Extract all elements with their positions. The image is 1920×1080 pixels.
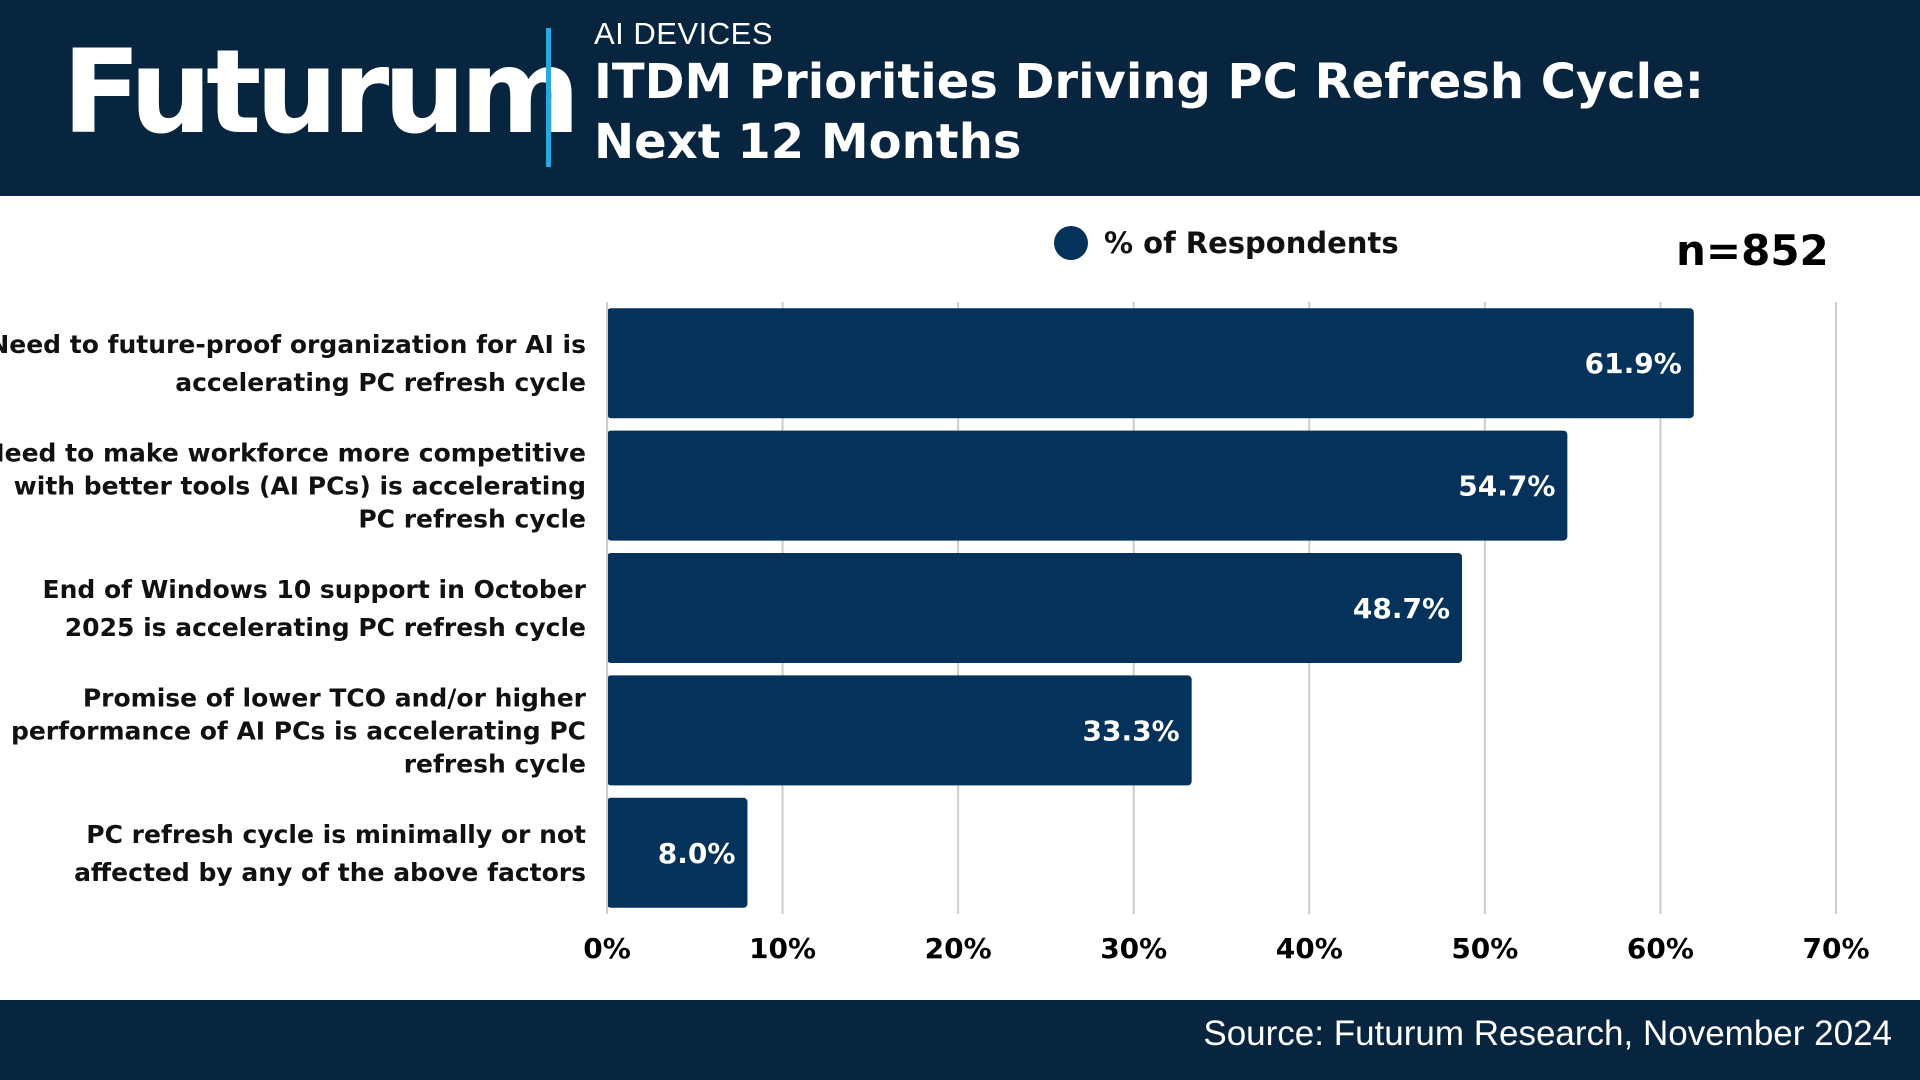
chart-title: ITDM Priorities Driving PC Refresh Cycle… — [594, 52, 1794, 172]
chart-title-line-1: ITDM Priorities Driving PC Refresh Cycle… — [594, 54, 1704, 110]
bar-value-label: 54.7% — [1458, 470, 1555, 503]
bar-value-label: 61.9% — [1585, 347, 1682, 380]
header-divider — [546, 28, 551, 167]
legend-label: % of Respondents — [1104, 226, 1399, 260]
bar — [607, 430, 1568, 541]
x-tick-label: 10% — [749, 932, 816, 965]
bar — [607, 675, 1192, 786]
x-tick-label: 20% — [925, 932, 992, 965]
section-eyebrow: AI DEVICES — [594, 16, 773, 51]
category-label: Promise of lower TCO and/or higher — [83, 683, 587, 712]
x-tick-label: 70% — [1802, 932, 1869, 965]
bar — [607, 553, 1463, 663]
header-banner: Futurum AI DEVICES ITDM Priorities Drivi… — [0, 0, 1920, 196]
futurum-logo: Futurum — [62, 25, 581, 160]
category-label: Need to make workforce more competitive — [0, 439, 586, 468]
footer-banner: Source: Futurum Research, November 2024 — [0, 1000, 1920, 1080]
bar — [607, 797, 748, 908]
category-label: with better tools (AI PCs) is accelerati… — [14, 472, 586, 501]
chart-title-line-2: Next 12 Months — [594, 114, 1022, 170]
category-label: PC refresh cycle is minimally or not — [86, 820, 586, 849]
category-label: Need to future-proof organization for AI… — [0, 330, 586, 359]
bar-value-label: 33.3% — [1083, 714, 1180, 747]
x-tick-label: 30% — [1100, 932, 1167, 965]
category-label: affected by any of the above factors — [74, 858, 586, 887]
bar-chart: 61.9% Need to future-proof organization f… — [0, 302, 1870, 965]
chart-legend: % of Respondents — [1054, 223, 1399, 263]
category-label: refresh cycle — [404, 749, 586, 778]
category-label: 2025 is accelerating PC refresh cycle — [65, 613, 586, 642]
sample-size: n=852 — [1676, 226, 1829, 275]
category-label: End of Windows 10 support in October — [43, 575, 587, 604]
x-tick-label: 50% — [1451, 932, 1518, 965]
x-tick-label: 0% — [583, 932, 631, 965]
category-label: PC refresh cycle — [358, 505, 586, 534]
x-tick-label: 60% — [1627, 932, 1694, 965]
bar-value-label: 48.7% — [1353, 592, 1450, 625]
category-label: performance of AI PCs is accelerating PC — [11, 716, 586, 745]
legend-swatch — [1054, 226, 1088, 260]
bar-value-label: 8.0% — [658, 837, 736, 870]
source-note: Source: Futurum Research, November 2024 — [1203, 1014, 1892, 1053]
category-label: accelerating PC refresh cycle — [175, 368, 586, 397]
x-tick-label: 40% — [1276, 932, 1343, 965]
bar — [607, 308, 1694, 419]
